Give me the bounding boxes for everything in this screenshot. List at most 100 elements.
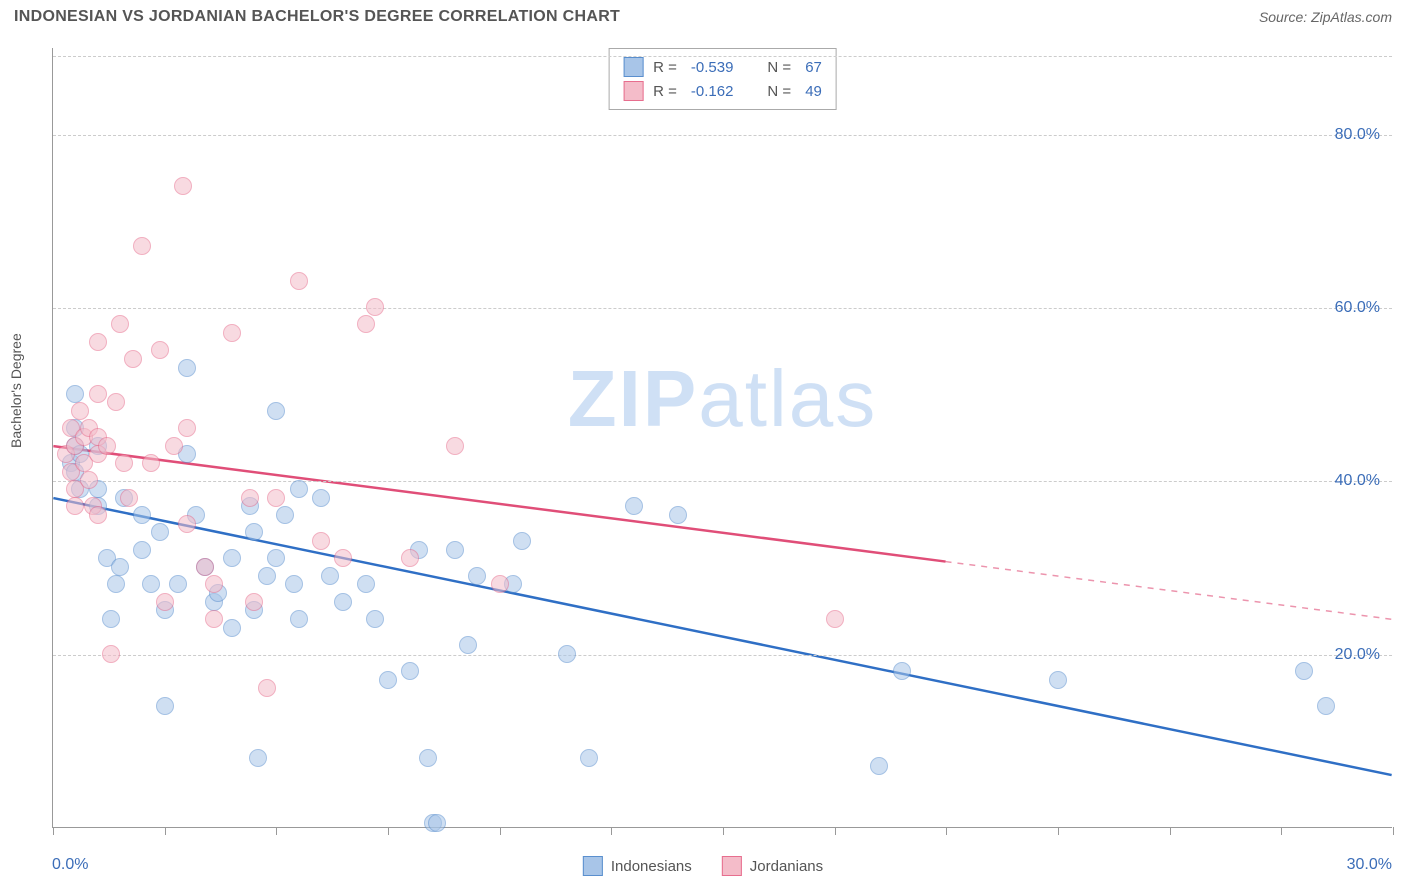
legend-swatch [722, 856, 742, 876]
scatter-point [357, 575, 375, 593]
regression-lines [53, 48, 1392, 827]
r-value: -0.162 [691, 83, 734, 100]
scatter-point [241, 489, 259, 507]
gridline [53, 308, 1392, 309]
scatter-point [102, 645, 120, 663]
scatter-point [366, 610, 384, 628]
scatter-point [102, 610, 120, 628]
scatter-point [625, 497, 643, 515]
scatter-point [151, 523, 169, 541]
scatter-point [826, 610, 844, 628]
scatter-point [285, 575, 303, 593]
legend-swatch [623, 57, 643, 77]
r-label: R = [653, 83, 677, 100]
gridline [53, 56, 1392, 57]
scatter-point [178, 515, 196, 533]
scatter-point [71, 402, 89, 420]
legend-correlation: R = -0.539 N = 67 R = -0.162 N = 49 [608, 48, 837, 110]
scatter-point [334, 549, 352, 567]
scatter-point [205, 575, 223, 593]
legend-series: Indonesians Jordanians [583, 856, 823, 876]
scatter-point [178, 419, 196, 437]
scatter-point [111, 315, 129, 333]
scatter-point [165, 437, 183, 455]
scatter-point [156, 697, 174, 715]
scatter-point [249, 749, 267, 767]
scatter-point [66, 497, 84, 515]
x-tick [1058, 827, 1059, 835]
r-value: -0.539 [691, 59, 734, 76]
x-axis-min-label: 0.0% [52, 856, 88, 874]
scatter-point [89, 506, 107, 524]
scatter-point [124, 350, 142, 368]
scatter-point [276, 506, 294, 524]
legend-swatch [583, 856, 603, 876]
scatter-point [428, 814, 446, 832]
legend-correlation-row: R = -0.539 N = 67 [623, 55, 822, 79]
scatter-point [446, 437, 464, 455]
scatter-plot: ZIPatlas R =-0.539N =67R =-0.162N =49 20… [52, 48, 1392, 828]
scatter-point [120, 489, 138, 507]
x-tick [1170, 827, 1171, 835]
r-label: R = [653, 59, 677, 76]
chart-source: Source: ZipAtlas.com [1259, 9, 1392, 25]
scatter-point [133, 237, 151, 255]
scatter-point [870, 757, 888, 775]
scatter-point [178, 359, 196, 377]
y-tick-label: 60.0% [1335, 299, 1380, 317]
scatter-point [156, 593, 174, 611]
scatter-point [491, 575, 509, 593]
scatter-point [669, 506, 687, 524]
scatter-point [223, 549, 241, 567]
y-axis-label: Bachelor's Degree [8, 333, 24, 448]
gridline [53, 655, 1392, 656]
gridline [53, 481, 1392, 482]
scatter-point [107, 393, 125, 411]
legend-series-item: Jordanians [722, 856, 823, 876]
scatter-point [290, 480, 308, 498]
scatter-point [1049, 671, 1067, 689]
scatter-point [580, 749, 598, 767]
x-tick [1281, 827, 1282, 835]
chart-title: INDONESIAN VS JORDANIAN BACHELOR'S DEGRE… [14, 8, 620, 26]
scatter-point [223, 324, 241, 342]
scatter-point [115, 454, 133, 472]
scatter-point [258, 679, 276, 697]
scatter-point [513, 532, 531, 550]
legend-swatch [623, 81, 643, 101]
scatter-point [258, 567, 276, 585]
scatter-point [169, 575, 187, 593]
scatter-point [366, 298, 384, 316]
scatter-point [142, 454, 160, 472]
x-tick [835, 827, 836, 835]
scatter-point [893, 662, 911, 680]
scatter-point [66, 385, 84, 403]
x-tick [388, 827, 389, 835]
chart-header: INDONESIAN VS JORDANIAN BACHELOR'S DEGRE… [0, 0, 1406, 30]
scatter-point [80, 471, 98, 489]
scatter-point [1317, 697, 1335, 715]
x-tick [723, 827, 724, 835]
scatter-point [89, 333, 107, 351]
n-value: 67 [805, 59, 822, 76]
scatter-point [267, 402, 285, 420]
scatter-point [151, 341, 169, 359]
x-tick [500, 827, 501, 835]
scatter-point [290, 610, 308, 628]
y-tick-label: 20.0% [1335, 646, 1380, 664]
legend-series-label: Indonesians [611, 858, 692, 875]
scatter-point [357, 315, 375, 333]
scatter-point [290, 272, 308, 290]
scatter-point [419, 749, 437, 767]
scatter-point [312, 532, 330, 550]
y-tick-label: 80.0% [1335, 126, 1380, 144]
n-label: N = [767, 83, 791, 100]
scatter-point [267, 489, 285, 507]
scatter-point [245, 593, 263, 611]
scatter-point [107, 575, 125, 593]
scatter-point [89, 385, 107, 403]
n-label: N = [767, 59, 791, 76]
n-value: 49 [805, 83, 822, 100]
scatter-point [401, 549, 419, 567]
scatter-point [312, 489, 330, 507]
